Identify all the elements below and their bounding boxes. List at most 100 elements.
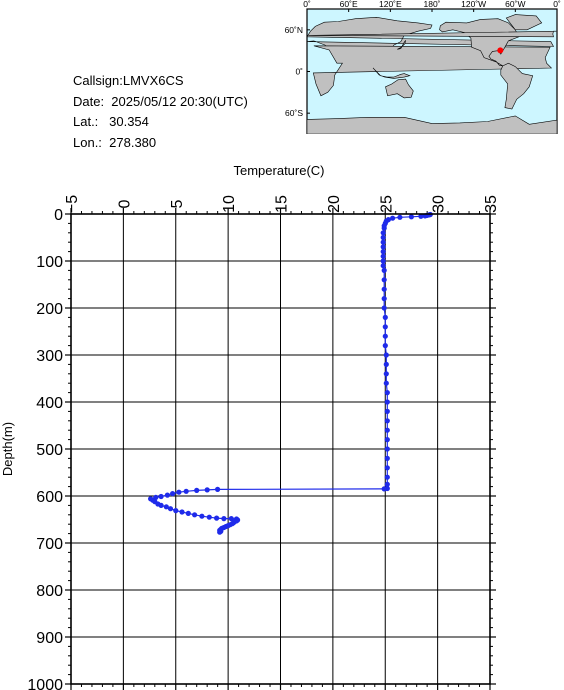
- land-mass: [385, 78, 414, 99]
- x-tick-label: 0: [116, 199, 133, 208]
- map-lat-label: 60˚N: [285, 25, 303, 35]
- x-tick-label: 30: [431, 195, 448, 213]
- data-point: [158, 502, 164, 508]
- y-tick-label: 1000: [27, 677, 63, 690]
- data-point: [382, 333, 388, 339]
- lat-text: Lat.: 30.354: [73, 114, 149, 129]
- data-point: [384, 446, 390, 452]
- x-tick-label: −5: [64, 195, 81, 213]
- data-point: [170, 491, 176, 497]
- world-map: 0˚ 60˚E 120˚E 180˚ 120˚W 60˚W 0˚ 60˚N 0˚ 60˚S: [0, 0, 564, 145]
- map-lon-label: 60˚W: [505, 0, 525, 9]
- x-tick-label: 35: [483, 195, 500, 213]
- land-mass: [397, 40, 406, 50]
- y-tick-label: 600: [36, 489, 63, 506]
- y-tick-label: 100: [36, 254, 63, 271]
- x-tick-label: 5: [169, 199, 186, 208]
- data-point: [217, 529, 223, 535]
- data-point: [397, 214, 403, 220]
- data-point: [176, 489, 182, 495]
- data-point: [380, 239, 386, 245]
- data-point: [381, 296, 387, 302]
- map-land: [0, 14, 564, 145]
- date-text: Date: 2025/05/12 20:30(UTC): [73, 93, 248, 109]
- land-mass: [312, 45, 553, 97]
- data-point: [383, 380, 389, 386]
- data-point: [380, 244, 386, 250]
- data-point: [214, 515, 220, 521]
- x-tick-label: 20: [326, 195, 343, 213]
- data-point: [384, 465, 390, 471]
- data-point: [380, 234, 386, 241]
- data-point: [381, 277, 387, 283]
- x-tick-label: 15: [274, 195, 291, 213]
- data-point: [194, 487, 200, 493]
- data-point: [221, 516, 227, 522]
- data-point: [382, 314, 388, 320]
- data-point: [173, 508, 179, 514]
- data-point: [384, 399, 390, 405]
- data-point: [204, 487, 210, 493]
- x-tick-label: 10: [221, 195, 238, 213]
- data-point: [215, 486, 221, 492]
- data-point: [383, 361, 389, 367]
- map-lon-label: 60˚E: [340, 0, 358, 9]
- data-point: [384, 481, 390, 487]
- data-point: [381, 286, 387, 292]
- x-axis-title: Temperature(C): [233, 163, 324, 178]
- map-lon-label: 120˚E: [379, 0, 402, 9]
- data-point: [418, 213, 424, 219]
- data-point: [164, 492, 170, 498]
- y-tick-label: 800: [36, 583, 63, 600]
- data-point: [384, 437, 390, 443]
- data-point: [185, 510, 191, 516]
- data-point: [384, 427, 390, 433]
- data-point: [179, 509, 185, 515]
- data-point: [382, 324, 388, 330]
- data-point: [192, 512, 198, 518]
- map-lat-label: 0˚: [295, 67, 303, 77]
- land-mass: [505, 14, 543, 31]
- data-point: [228, 516, 234, 522]
- data-point: [158, 493, 164, 500]
- plot-frame: [70, 213, 491, 685]
- map-lon-label: 120˚W: [461, 0, 486, 9]
- y-tick-label: 500: [36, 442, 63, 459]
- data-point: [383, 371, 389, 377]
- data-point: [390, 215, 396, 221]
- data-point: [183, 488, 189, 494]
- y-tick-label: 400: [36, 395, 63, 412]
- data-point: [206, 514, 212, 520]
- map-lat-label: 60˚S: [285, 108, 303, 118]
- location-marker: [497, 47, 504, 54]
- y-tick-labels: 0 100 200 300 400 500 600 700 800 900 1000: [27, 207, 63, 690]
- data-point: [384, 418, 390, 424]
- data-point: [384, 474, 390, 480]
- station-info: Callsign:LMVX6CS Date: 2025/05/12 20:30(…: [73, 71, 248, 153]
- x-tick-label: 25: [378, 195, 395, 213]
- land-mass: [308, 30, 557, 38]
- data-point: [408, 214, 414, 220]
- lon-text: Lon.: 278.380: [73, 134, 157, 150]
- y-tick-label: 700: [36, 536, 63, 553]
- data-point: [384, 408, 390, 414]
- temperature-profile: [148, 211, 433, 535]
- land-mass: [500, 62, 534, 110]
- y-tick-label: 200: [36, 301, 63, 318]
- data-point: [384, 455, 390, 461]
- data-point: [380, 249, 386, 255]
- map-clip-bottom: [0, 134, 564, 145]
- map-labels: 0˚ 60˚E 120˚E 180˚ 120˚W 60˚W 0˚ 60˚N 0˚ 60˚S: [285, 0, 561, 118]
- data-point: [381, 267, 387, 273]
- data-point: [381, 305, 387, 311]
- data-point: [382, 343, 388, 349]
- data-point: [384, 390, 390, 396]
- data-point: [380, 258, 386, 264]
- data-point: [380, 263, 386, 269]
- y-tick-label: 300: [36, 348, 63, 365]
- y-tick-label: 0: [54, 207, 63, 224]
- data-point: [167, 506, 174, 512]
- data-point: [199, 513, 205, 519]
- y-axis-title: Depth(m): [0, 422, 15, 476]
